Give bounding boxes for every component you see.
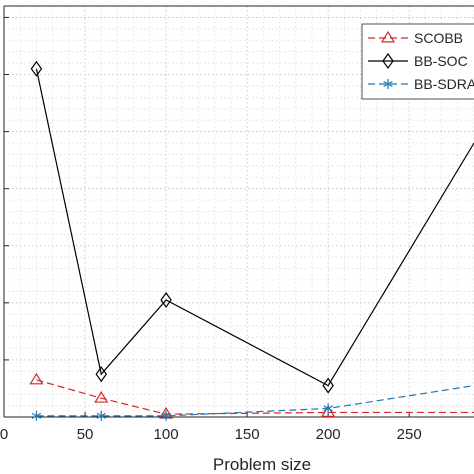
x-tick-label: 250 — [397, 426, 422, 443]
legend-label: BB-SOC — [414, 53, 468, 69]
asterisk-stroke — [31, 412, 42, 419]
series-group — [29, 60, 474, 421]
asterisk-stroke — [161, 412, 171, 419]
x-tick-label: 200 — [316, 426, 341, 443]
diamond-marker — [160, 291, 172, 309]
series-line — [35, 68, 474, 387]
diamond-marker — [322, 377, 334, 394]
triangle-marker — [94, 391, 109, 403]
asterisk-marker — [383, 79, 393, 89]
series-bb-sdra — [31, 385, 474, 421]
asterisk-marker — [323, 403, 333, 414]
asterisk-stroke — [323, 405, 333, 412]
legend-label: SCOBB — [414, 30, 463, 46]
legend-entry: BB-SOC — [368, 52, 468, 70]
legend: SCOBB BB-SOC BB-SDRA — [361, 23, 474, 100]
diamond-marker — [30, 60, 43, 77]
triangle-marker — [29, 372, 44, 385]
triangle-marker — [380, 30, 396, 43]
axes: 0 50 100 150 200 250 — [0, 5, 474, 443]
legend-entry: BB-SDRA — [368, 76, 474, 92]
x-tick-label: 100 — [154, 426, 179, 443]
series-bb-soc — [30, 60, 474, 394]
triangle-marker — [321, 405, 336, 417]
asterisk-stroke — [96, 412, 106, 419]
diamond-marker — [382, 52, 394, 70]
x-axis-label: Problem size — [213, 455, 311, 474]
legend-label: BB-SDRA — [414, 76, 474, 92]
series-line — [36, 385, 474, 417]
asterisk-stroke — [383, 80, 393, 88]
asterisk-marker — [161, 410, 171, 421]
series-line — [36, 379, 474, 415]
x-tick-label: 0 — [0, 426, 8, 443]
diamond-marker — [95, 366, 107, 383]
asterisk-marker — [96, 410, 106, 421]
legend-entry: SCOBB — [368, 30, 463, 46]
x-tick-label: 50 — [77, 426, 94, 443]
asterisk-marker — [31, 410, 42, 421]
x-tick-label: 150 — [235, 426, 260, 443]
